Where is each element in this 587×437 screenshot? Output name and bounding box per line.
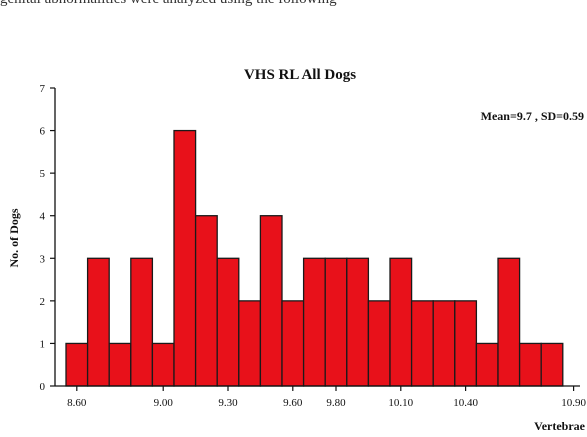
histogram-bar (432, 300, 456, 387)
y-tick-label: 2 (40, 296, 46, 308)
y-tick-label: 0 (40, 381, 46, 393)
histogram-bar (151, 342, 175, 387)
histogram-bar (410, 300, 434, 387)
histogram-bar (86, 257, 110, 387)
histogram-bar (216, 257, 240, 387)
histogram-bar (497, 257, 521, 387)
x-tick-label: 8.60 (67, 397, 87, 409)
histogram-bar (130, 257, 154, 387)
x-axis-label: Vertebrae (534, 419, 586, 433)
y-tick-label: 4 (40, 211, 46, 223)
histogram-bar (346, 257, 370, 387)
chart-title: VHS RL All Dogs (244, 67, 356, 83)
caption-fragment: genital abnormalities were analyzed usin… (0, 0, 587, 8)
x-ticks-group: 8.60 9.00 9.30 9.60 9.80 10.10 10.40 10.90 (67, 386, 586, 409)
x-tick-label: 10.10 (388, 397, 413, 409)
histogram-bar (367, 300, 391, 387)
histogram-bar (194, 215, 218, 387)
histogram-bar (281, 300, 305, 387)
histogram-bar (259, 215, 283, 387)
histogram-bar (173, 129, 197, 387)
y-tick-label: 1 (40, 338, 46, 350)
x-tick-label: 10.90 (561, 397, 586, 409)
y-ticks-group: 0 1 2 3 4 5 6 7 (40, 83, 55, 393)
histogram-bar (302, 257, 326, 387)
histogram-bar (65, 342, 89, 387)
histogram-bar (324, 257, 348, 387)
x-tick-label: 9.80 (326, 397, 346, 409)
x-tick-label: 9.00 (154, 397, 174, 409)
y-tick-label: 7 (40, 83, 46, 95)
histogram-bar (238, 300, 262, 387)
y-tick-label: 6 (40, 126, 46, 138)
x-tick-label: 10.40 (453, 397, 478, 409)
bars-group (65, 129, 564, 387)
stats-annotation: Mean=9.7 , SD=0.59 (481, 109, 584, 123)
histogram-bar (389, 257, 413, 387)
y-tick-label: 5 (40, 168, 46, 180)
x-tick-label: 9.30 (218, 397, 238, 409)
histogram-bar (454, 300, 478, 387)
histogram-bar (540, 342, 564, 387)
y-tick-label: 3 (40, 253, 46, 265)
y-axis-label: No. of Dogs (7, 208, 21, 267)
histogram-bar (518, 342, 542, 387)
histogram-bar (108, 342, 132, 387)
histogram-bar (475, 342, 499, 387)
x-tick-label: 9.60 (283, 397, 303, 409)
